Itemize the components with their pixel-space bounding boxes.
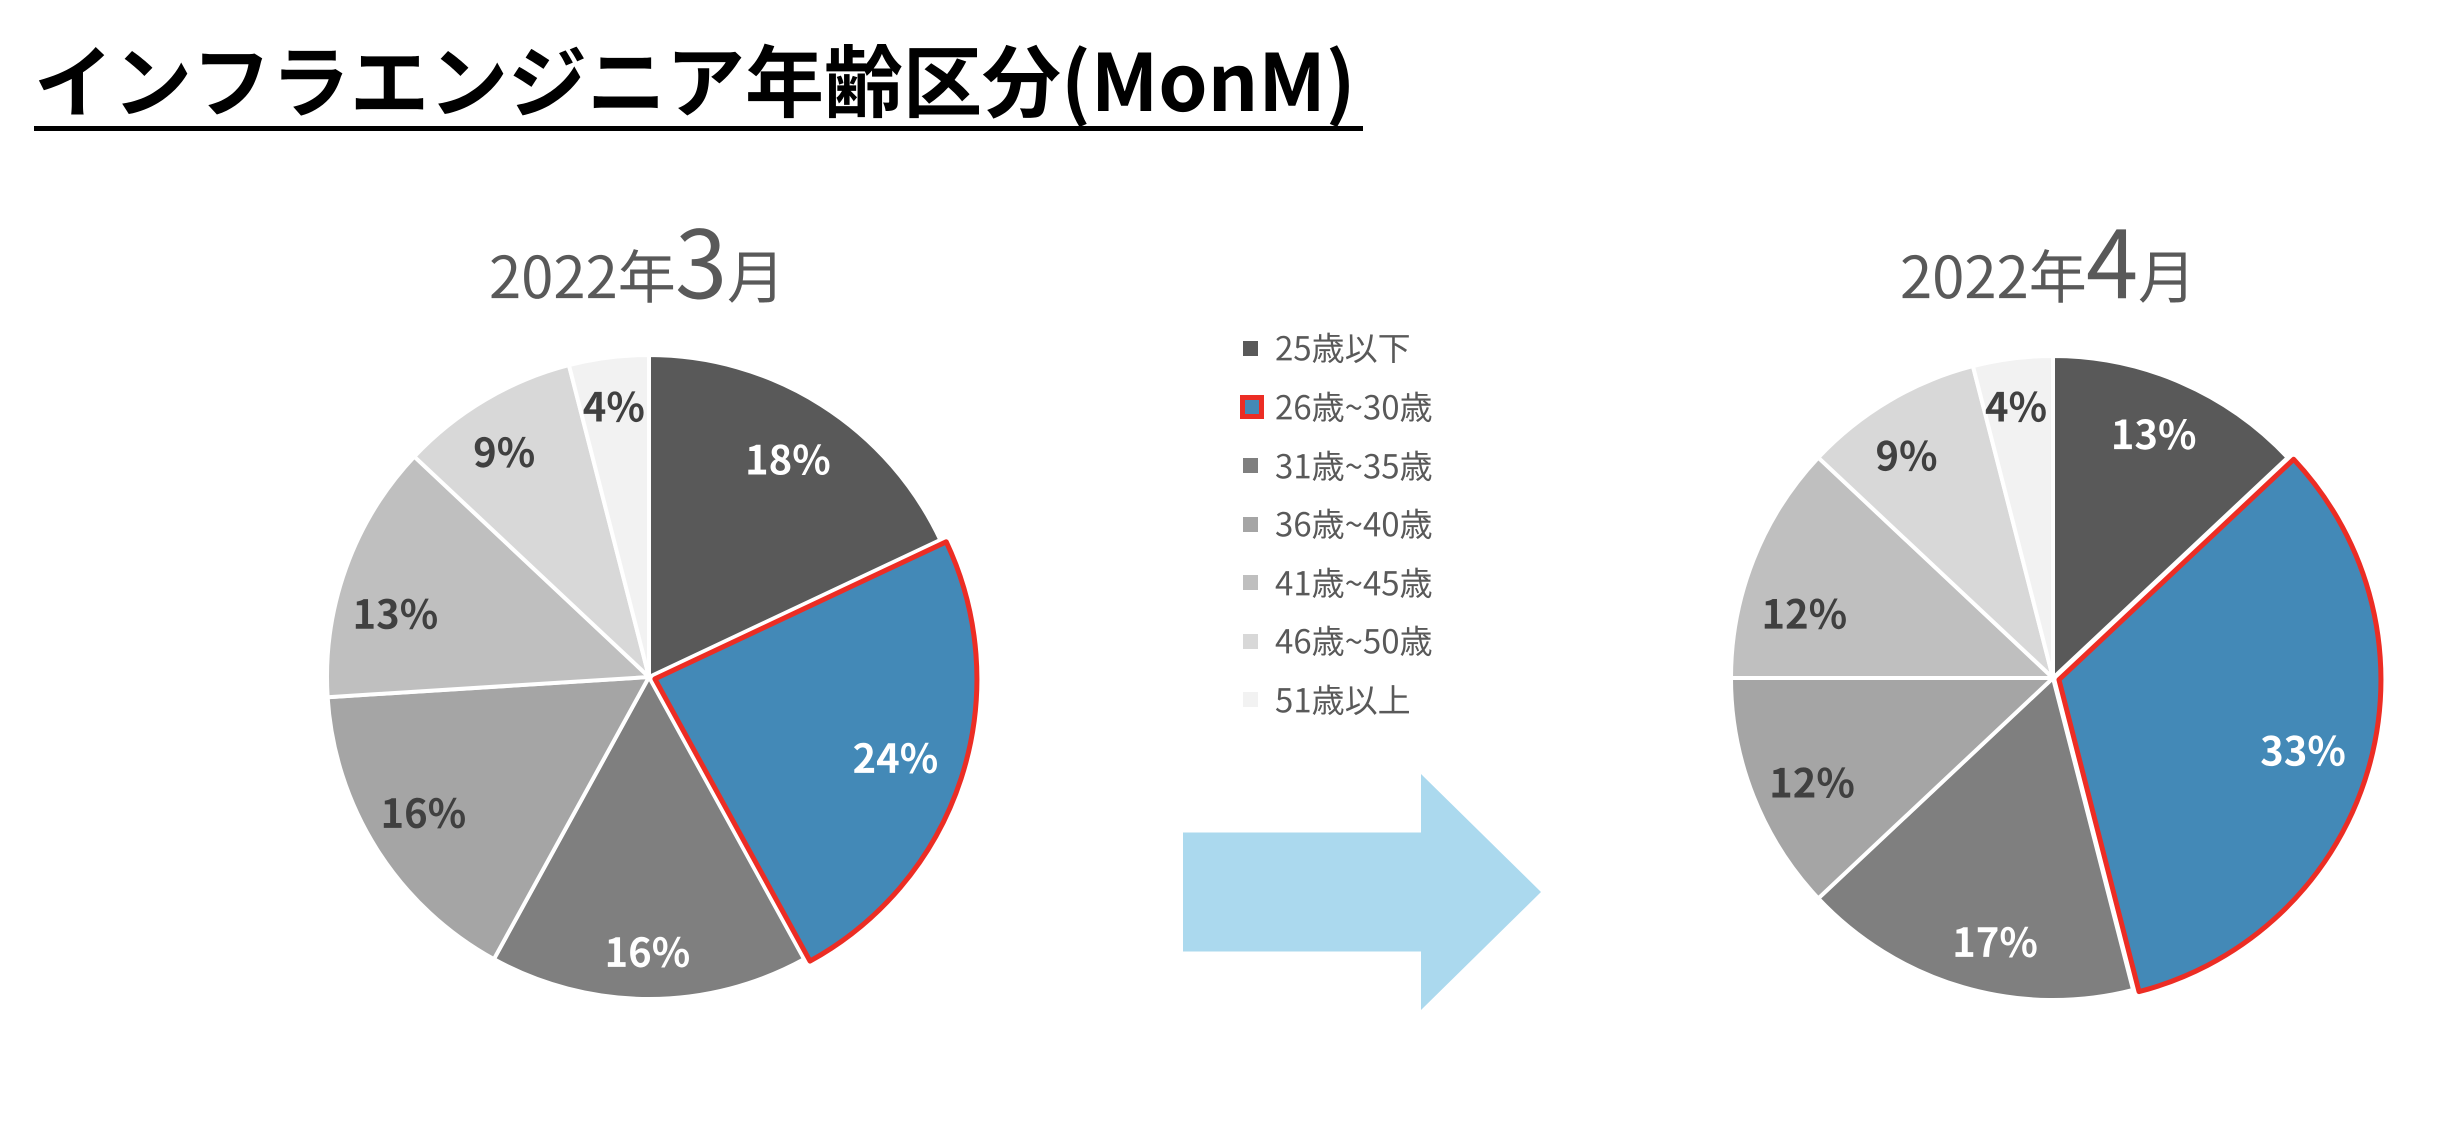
pie-slice-25歳以下: [646, 353, 942, 679]
pie-label-12%: [1772, 767, 1854, 799]
pie-slice-25歳以下: [2051, 354, 2290, 680]
pie-slice-26歳~30歳: [651, 539, 979, 964]
pie-label-13%: [2114, 418, 2196, 450]
pie-chart-march: [324, 353, 979, 1001]
pie-slice-41歳~45歳: [1729, 455, 2055, 680]
pie-label-16%: [607, 936, 689, 968]
pie-label-12%: [1764, 598, 1846, 630]
pie-slice-26歳~30歳: [2056, 456, 2384, 995]
text-glyphs: [678, 227, 723, 300]
legend-marker: [1243, 516, 1258, 532]
legend-label: [1275, 447, 1433, 488]
text-glyphs: [490, 249, 673, 303]
pie-title-segment: [2086, 209, 2138, 327]
text-glyphs: [1275, 508, 1432, 540]
legend-marker: [1243, 633, 1258, 649]
text-glyphs: [2140, 252, 2187, 303]
pie-title-segment: [1900, 243, 2087, 316]
legend-label: [1275, 505, 1433, 546]
legend-marker: [1243, 575, 1258, 591]
pie-label-4%: [1985, 391, 2046, 423]
text-glyphs: [1275, 684, 1409, 715]
pie-slice-31歳~35歳: [1816, 676, 2136, 1002]
pie-label-9%: [1877, 440, 1937, 472]
pie-slice-31歳~35歳: [491, 675, 806, 1001]
pie-slice-51歳以上: [566, 353, 651, 679]
pie-label-17%: [1955, 926, 2037, 958]
pie-label-9%: [474, 436, 534, 468]
pie-title-segment: [675, 209, 727, 327]
legend-marker: [1243, 341, 1258, 356]
pie-chart-april: [1729, 354, 2384, 1002]
arrow-shape: [1183, 773, 1541, 1010]
legend-label: [1275, 622, 1433, 663]
text-glyphs: [1276, 391, 1432, 423]
page-title: [34, 36, 1356, 135]
text-glyphs: [1275, 450, 1432, 481]
legend-marker-highlighted: [1240, 395, 1264, 420]
text-glyphs: [1275, 625, 1432, 657]
legend-label: [1275, 681, 1411, 722]
legend-marker: [1243, 458, 1258, 474]
pie-label-24%: [853, 742, 937, 774]
legend-marker: [1243, 692, 1258, 708]
pie-slice-46歳~50歳: [1816, 364, 2055, 680]
pie-title-segment: [2138, 243, 2196, 316]
pie-label-13%: [355, 598, 437, 630]
text-glyphs: [2088, 229, 2136, 298]
pie-slice-36歳~40歳: [1729, 676, 2055, 901]
text-glyphs: [1275, 567, 1432, 598]
transition-arrow: [1183, 773, 1541, 1010]
pie-slice-41歳~45歳: [324, 454, 651, 700]
pie-label-18%: [747, 444, 830, 476]
text-glyphs: [1901, 249, 2084, 303]
legend-label: [1275, 388, 1433, 429]
pie-label-16%: [383, 797, 465, 829]
text-glyphs: [729, 252, 776, 303]
pie-slice-36歳~40歳: [325, 675, 651, 962]
pie-label-33%: [2261, 735, 2345, 767]
text-glyphs: [1276, 333, 1409, 364]
legend-label: [1275, 329, 1411, 370]
pie-slice-46歳~50歳: [411, 363, 651, 679]
legend-label: [1275, 564, 1433, 605]
text-glyphs: [38, 43, 1349, 127]
pie-label-4%: [583, 391, 644, 423]
pie-slice-51歳以上: [1970, 354, 2055, 680]
title-underline: [34, 125, 1363, 131]
pie-title-segment: [727, 243, 785, 316]
pie-title-segment: [489, 243, 676, 316]
